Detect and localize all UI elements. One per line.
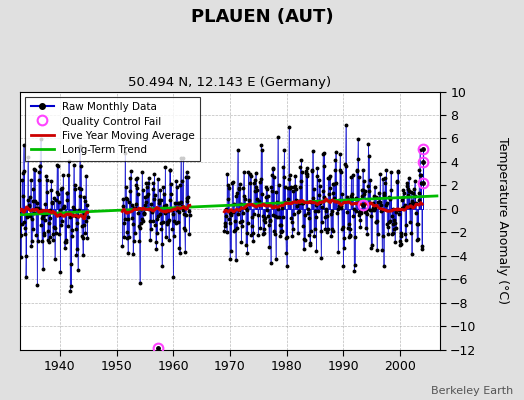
Y-axis label: Temperature Anomaly (°C): Temperature Anomaly (°C) (496, 137, 509, 304)
Title: 50.494 N, 12.143 E (Germany): 50.494 N, 12.143 E (Germany) (128, 76, 332, 89)
Legend: Raw Monthly Data, Quality Control Fail, Five Year Moving Average, Long-Term Tren: Raw Monthly Data, Quality Control Fail, … (26, 97, 200, 160)
Text: Berkeley Earth: Berkeley Earth (431, 386, 514, 396)
Text: PLAUEN (AUT): PLAUEN (AUT) (191, 8, 333, 26)
